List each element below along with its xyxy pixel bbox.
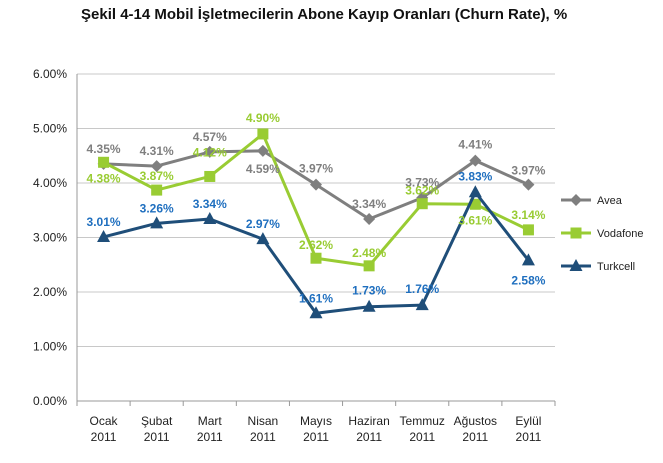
data-point-avea: [150, 160, 163, 173]
data-point-avea: [363, 212, 376, 225]
data-point-turkcell: [150, 216, 164, 229]
x-tick-label: Temmuz: [400, 414, 445, 428]
x-tick-label: 2011: [356, 430, 382, 444]
chart-title: Şekil 4-14 Mobil İşletmecilerin Abone Ka…: [81, 6, 568, 23]
data-point-vodafone: [469, 198, 481, 210]
x-tick-label: Ocak: [90, 414, 119, 428]
data-point-turkcell: [362, 299, 376, 312]
data-label-turkcell: 3.34%: [193, 197, 227, 211]
x-tick-label: Eylül: [515, 414, 541, 428]
x-tick-label: 2011: [409, 430, 435, 444]
data-label-avea: 3.34%: [352, 197, 386, 211]
data-label-vodafone: 4.38%: [87, 171, 121, 185]
data-point-avea: [522, 178, 535, 191]
data-point-turkcell: [256, 232, 270, 245]
legend-label-avea: Avea: [597, 195, 623, 207]
data-label-turkcell: 3.26%: [140, 201, 174, 215]
data-label-avea: 4.57%: [193, 130, 227, 144]
data-point-vodafone: [416, 198, 428, 210]
data-label-avea: 4.41%: [458, 138, 492, 152]
x-tick-label: 2011: [250, 430, 276, 444]
x-tick-label: 2011: [197, 430, 223, 444]
data-label-turkcell: 2.58%: [511, 273, 545, 287]
x-tick-label: 2011: [303, 430, 329, 444]
data-label-vodafone: 2.48%: [352, 246, 386, 260]
data-label-vodafone: 4.12%: [193, 145, 227, 159]
data-point-avea: [310, 178, 322, 191]
y-tick-label: 6.00%: [33, 67, 67, 81]
data-point-vodafone: [257, 128, 269, 140]
x-tick-label: Ağustos: [454, 414, 497, 428]
data-label-avea: 3.97%: [299, 162, 333, 176]
legend-marker-avea: [570, 194, 582, 206]
data-label-vodafone: 3.14%: [511, 208, 545, 222]
x-tick-label: 2011: [462, 430, 488, 444]
data-label-avea: 4.31%: [140, 144, 174, 158]
y-tick-label: 2.00%: [33, 285, 67, 299]
y-tick-label: 5.00%: [33, 122, 67, 136]
legend-label-turkcell: Turkcell: [597, 261, 635, 273]
data-point-avea: [256, 144, 269, 157]
data-label-turkcell: 1.76%: [405, 282, 439, 296]
data-label-avea: 4.59%: [246, 162, 280, 176]
data-point-turkcell: [97, 229, 111, 242]
data-point-turkcell: [203, 211, 217, 224]
y-tick-label: 1.00%: [33, 340, 67, 354]
data-label-turkcell: 3.83%: [458, 169, 492, 183]
legend-marker-turkcell: [569, 259, 583, 271]
data-label-vodafone: 3.87%: [140, 169, 174, 183]
data-point-turkcell: [415, 298, 429, 311]
x-tick-label: Mayıs: [300, 414, 332, 428]
x-tick-label: Haziran: [348, 414, 389, 428]
data-point-turkcell: [468, 185, 482, 198]
y-tick-label: 0.00%: [33, 394, 67, 408]
data-label-turkcell: 2.97%: [246, 217, 280, 231]
data-label-avea: 4.35%: [87, 142, 121, 156]
data-point-vodafone: [522, 224, 534, 236]
data-label-vodafone: 2.62%: [299, 238, 333, 252]
data-label-vodafone: 3.62%: [405, 184, 439, 198]
legend-label-vodafone: Vodafone: [597, 228, 644, 240]
legend-marker-vodafone: [570, 227, 582, 239]
data-point-vodafone: [310, 252, 322, 264]
data-label-avea: 3.97%: [511, 164, 545, 178]
data-label-turkcell: 1.61%: [299, 291, 333, 305]
x-tick-label: Nisan: [248, 414, 279, 428]
x-tick-label: Şubat: [141, 414, 173, 428]
x-tick-label: Mart: [198, 414, 223, 428]
data-label-vodafone: 3.61%: [458, 213, 492, 227]
x-tick-label: 2011: [516, 430, 542, 444]
data-point-avea: [469, 154, 482, 167]
y-tick-label: 3.00%: [33, 231, 67, 245]
data-label-turkcell: 1.73%: [352, 284, 386, 298]
data-point-vodafone: [363, 260, 375, 272]
data-point-vodafone: [151, 184, 163, 196]
x-tick-label: 2011: [91, 430, 117, 444]
y-tick-label: 4.00%: [33, 176, 67, 190]
data-point-vodafone: [98, 156, 110, 168]
data-point-vodafone: [204, 170, 216, 182]
x-tick-label: 2011: [144, 430, 170, 444]
data-label-vodafone: 4.90%: [246, 111, 280, 125]
data-point-turkcell: [309, 306, 323, 319]
data-point-turkcell: [521, 253, 535, 266]
data-point-avea: [203, 145, 216, 158]
data-label-turkcell: 3.01%: [87, 215, 121, 229]
data-label-avea: 3.73%: [405, 176, 439, 190]
